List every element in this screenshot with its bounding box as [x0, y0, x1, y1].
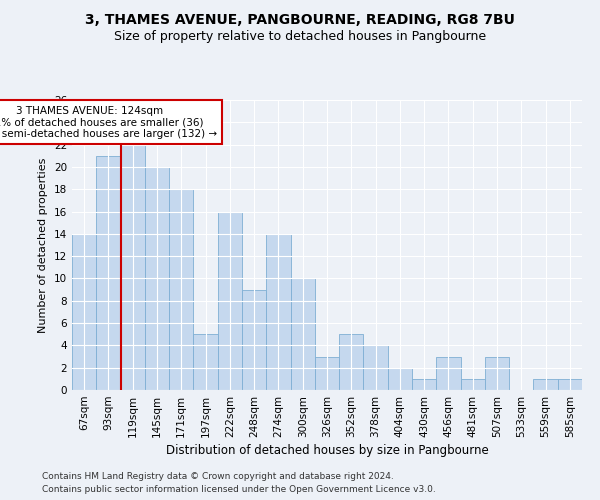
Bar: [461, 379, 485, 390]
Bar: [193, 334, 218, 390]
Bar: [364, 346, 388, 390]
Bar: [169, 189, 193, 390]
Bar: [533, 379, 558, 390]
Text: 3 THAMES AVENUE: 124sqm
← 21% of detached houses are smaller (36)
79% of semi-de: 3 THAMES AVENUE: 124sqm ← 21% of detache…: [0, 106, 217, 139]
Bar: [96, 156, 121, 390]
Bar: [558, 379, 582, 390]
Bar: [388, 368, 412, 390]
Bar: [145, 167, 169, 390]
Y-axis label: Number of detached properties: Number of detached properties: [38, 158, 49, 332]
Bar: [218, 212, 242, 390]
Bar: [412, 379, 436, 390]
Bar: [485, 356, 509, 390]
X-axis label: Distribution of detached houses by size in Pangbourne: Distribution of detached houses by size …: [166, 444, 488, 457]
Text: Contains public sector information licensed under the Open Government Licence v3: Contains public sector information licen…: [42, 485, 436, 494]
Bar: [436, 356, 461, 390]
Bar: [72, 234, 96, 390]
Text: Contains HM Land Registry data © Crown copyright and database right 2024.: Contains HM Land Registry data © Crown c…: [42, 472, 394, 481]
Bar: [121, 144, 145, 390]
Bar: [315, 356, 339, 390]
Bar: [266, 234, 290, 390]
Text: Size of property relative to detached houses in Pangbourne: Size of property relative to detached ho…: [114, 30, 486, 43]
Bar: [242, 290, 266, 390]
Bar: [339, 334, 364, 390]
Bar: [290, 278, 315, 390]
Text: 3, THAMES AVENUE, PANGBOURNE, READING, RG8 7BU: 3, THAMES AVENUE, PANGBOURNE, READING, R…: [85, 12, 515, 26]
